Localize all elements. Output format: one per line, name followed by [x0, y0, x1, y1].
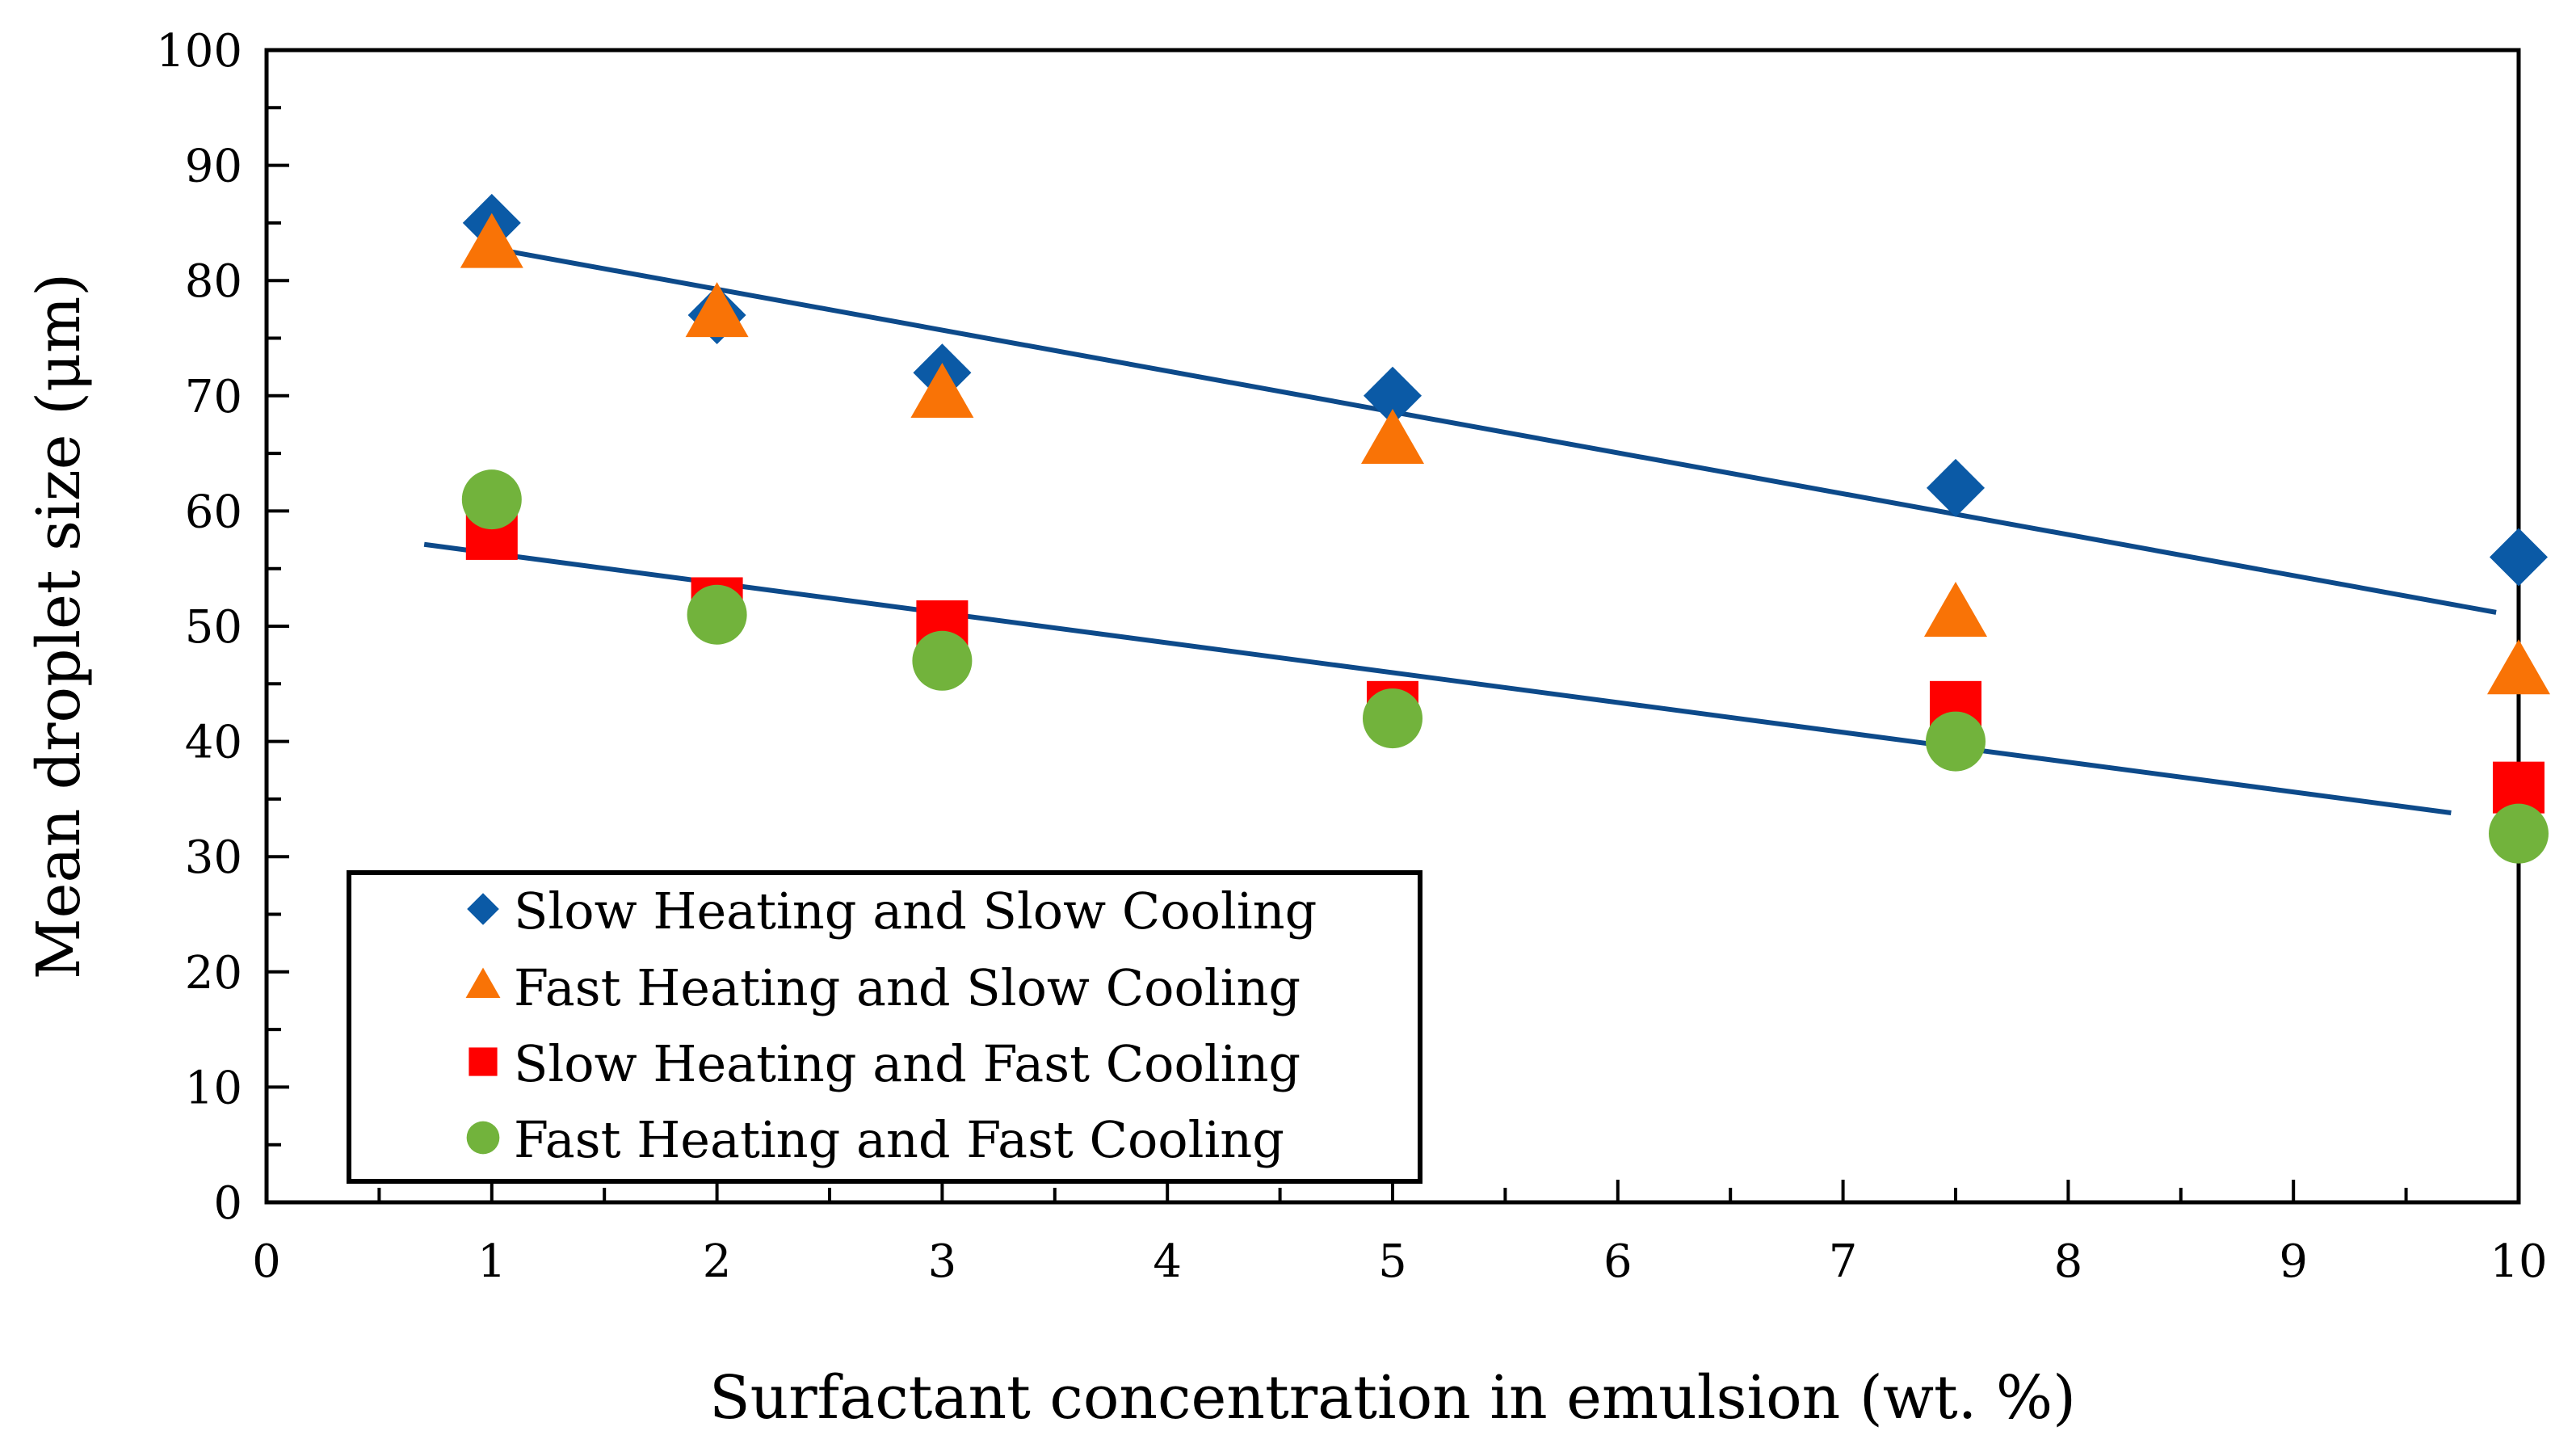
x-tick-label: 4 [1153, 1235, 1182, 1288]
y-tick-label: 60 [185, 486, 242, 538]
legend-label: Slow Heating and Fast Cooling [514, 1034, 1301, 1093]
triangle-marker [910, 363, 974, 418]
circle-marker [461, 469, 522, 530]
triangle-marker [1924, 581, 1987, 637]
diamond-marker [1927, 458, 1985, 517]
legend-box [347, 870, 1422, 1184]
diamond-marker [2490, 528, 2548, 587]
legend-square-icon [469, 1047, 498, 1076]
legend-items: Slow Heating and Slow Cooling Fast Heatin… [465, 882, 1317, 1169]
x-tick-label: 8 [2054, 1235, 2083, 1288]
x-tick-label: 3 [928, 1235, 957, 1288]
x-axis-title: Surfactant concentration in emulsion (wt… [709, 1363, 2076, 1433]
y-tick-label: 70 [185, 371, 242, 423]
y-tick-label: 40 [185, 717, 242, 769]
circle-marker [2489, 803, 2549, 864]
circle-marker [687, 584, 747, 645]
y-tick-label: 80 [185, 255, 242, 308]
x-tick-label: 2 [703, 1235, 732, 1288]
diamond-marker [1364, 366, 1422, 425]
data-markers [460, 193, 2550, 864]
circle-marker [1926, 711, 1986, 772]
circle-marker [1363, 688, 1422, 749]
triangle-marker [460, 213, 523, 268]
triangle-marker [685, 282, 749, 338]
legend-triangle-icon [465, 967, 501, 998]
y-axis-ticks: 0 10 20 30 40 50 60 70 80 90 100 [156, 25, 289, 1230]
x-tick-label: 7 [1829, 1235, 1858, 1288]
y-tick-label: 10 [185, 1062, 242, 1114]
legend-diamond-icon [467, 893, 499, 925]
legend-circle-icon [466, 1121, 500, 1155]
circle-marker [912, 630, 973, 691]
x-tick-label: 1 [477, 1235, 506, 1288]
x-tick-label: 0 [252, 1235, 281, 1288]
x-tick-label: 9 [2279, 1235, 2308, 1288]
y-tick-label: 30 [185, 831, 242, 884]
y-tick-label: 20 [185, 947, 242, 1000]
x-tick-label: 6 [1603, 1235, 1633, 1288]
triangle-marker [1361, 409, 1424, 465]
upper-trendline [491, 246, 2497, 615]
x-axis-ticks: 0 1 2 3 4 5 6 7 8 9 10 [252, 1180, 2548, 1288]
legend-label: Fast Heating and Slow Cooling [514, 958, 1301, 1017]
x-tick-label: 10 [2490, 1235, 2547, 1288]
y-tick-label: 50 [185, 601, 242, 654]
legend-label: Fast Heating and Fast Cooling [514, 1110, 1284, 1169]
legend-label: Slow Heating and Slow Cooling [514, 882, 1317, 941]
trendlines [423, 246, 2497, 815]
y-tick-label: 100 [156, 25, 242, 78]
x-tick-label: 5 [1378, 1235, 1407, 1288]
y-tick-label: 90 [185, 141, 242, 193]
lower-trendline [423, 541, 2452, 815]
y-tick-label: 0 [213, 1177, 242, 1230]
triangle-marker [2487, 639, 2550, 695]
y-axis-title: Mean droplet size (μm) [24, 273, 94, 979]
legend: Slow Heating and Slow Cooling Fast Heatin… [347, 870, 1422, 1184]
